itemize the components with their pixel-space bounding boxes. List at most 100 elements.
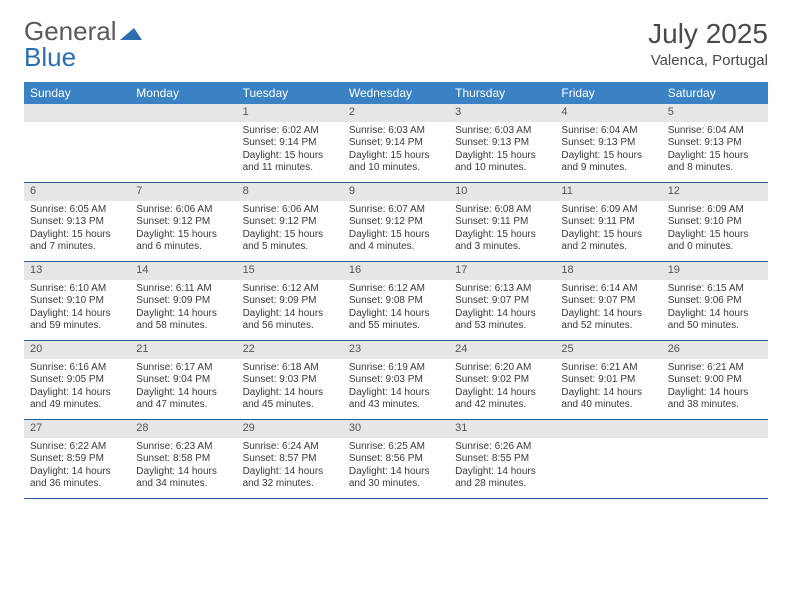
day-line: and 10 minutes. (349, 162, 443, 175)
day-cell: 17Sunrise: 6:13 AMSunset: 9:07 PMDayligh… (449, 262, 555, 340)
day-line: Sunset: 9:07 PM (455, 295, 549, 308)
day-line: Sunrise: 6:03 AM (455, 125, 549, 138)
day-line: and 3 minutes. (455, 241, 549, 254)
day-line: Sunset: 9:09 PM (136, 295, 230, 308)
day-line: Daylight: 15 hours (561, 229, 655, 242)
day-line: and 59 minutes. (30, 320, 124, 333)
day-number: 16 (343, 262, 449, 280)
day-body: Sunrise: 6:19 AMSunset: 9:03 PMDaylight:… (343, 359, 449, 416)
day-line: Daylight: 15 hours (349, 150, 443, 163)
day-cell: 28Sunrise: 6:23 AMSunset: 8:58 PMDayligh… (130, 420, 236, 498)
day-body: Sunrise: 6:22 AMSunset: 8:59 PMDaylight:… (24, 438, 130, 495)
day-line: and 9 minutes. (561, 162, 655, 175)
day-header-monday: Monday (130, 82, 236, 104)
day-line: Daylight: 15 hours (136, 229, 230, 242)
day-line: Sunset: 8:58 PM (136, 453, 230, 466)
day-number: 29 (237, 420, 343, 438)
day-line: and 53 minutes. (455, 320, 549, 333)
day-line: Sunset: 9:13 PM (30, 216, 124, 229)
day-line: Daylight: 14 hours (30, 387, 124, 400)
day-line: Sunrise: 6:24 AM (243, 441, 337, 454)
day-line: and 40 minutes. (561, 399, 655, 412)
day-cell: 7Sunrise: 6:06 AMSunset: 9:12 PMDaylight… (130, 183, 236, 261)
day-line: Sunset: 9:00 PM (668, 374, 762, 387)
day-line: Sunrise: 6:23 AM (136, 441, 230, 454)
day-body: Sunrise: 6:06 AMSunset: 9:12 PMDaylight:… (237, 201, 343, 258)
day-body (130, 122, 236, 129)
day-body: Sunrise: 6:24 AMSunset: 8:57 PMDaylight:… (237, 438, 343, 495)
day-line: Sunrise: 6:18 AM (243, 362, 337, 375)
day-body: Sunrise: 6:03 AMSunset: 9:14 PMDaylight:… (343, 122, 449, 179)
day-line: Daylight: 15 hours (668, 229, 762, 242)
day-cell: 8Sunrise: 6:06 AMSunset: 9:12 PMDaylight… (237, 183, 343, 261)
day-line: Daylight: 14 hours (136, 308, 230, 321)
day-line: Sunrise: 6:04 AM (561, 125, 655, 138)
day-body: Sunrise: 6:09 AMSunset: 9:10 PMDaylight:… (662, 201, 768, 258)
day-line: Sunrise: 6:16 AM (30, 362, 124, 375)
day-line: Sunrise: 6:17 AM (136, 362, 230, 375)
day-cell: 21Sunrise: 6:17 AMSunset: 9:04 PMDayligh… (130, 341, 236, 419)
day-line: Daylight: 14 hours (455, 387, 549, 400)
day-number (662, 420, 768, 438)
day-cell: 24Sunrise: 6:20 AMSunset: 9:02 PMDayligh… (449, 341, 555, 419)
day-line: Sunset: 9:04 PM (136, 374, 230, 387)
day-cell: 12Sunrise: 6:09 AMSunset: 9:10 PMDayligh… (662, 183, 768, 261)
day-cell: 20Sunrise: 6:16 AMSunset: 9:05 PMDayligh… (24, 341, 130, 419)
day-cell: 27Sunrise: 6:22 AMSunset: 8:59 PMDayligh… (24, 420, 130, 498)
day-body: Sunrise: 6:10 AMSunset: 9:10 PMDaylight:… (24, 280, 130, 337)
day-line: and 4 minutes. (349, 241, 443, 254)
day-line: Daylight: 14 hours (349, 308, 443, 321)
day-line: Sunset: 9:14 PM (243, 137, 337, 150)
day-number: 6 (24, 183, 130, 201)
day-cell (555, 420, 661, 498)
day-cell: 30Sunrise: 6:25 AMSunset: 8:56 PMDayligh… (343, 420, 449, 498)
day-line: Daylight: 14 hours (136, 466, 230, 479)
day-line: and 30 minutes. (349, 478, 443, 491)
day-line: and 43 minutes. (349, 399, 443, 412)
day-line: and 32 minutes. (243, 478, 337, 491)
day-line: Sunrise: 6:20 AM (455, 362, 549, 375)
day-line: Sunrise: 6:12 AM (349, 283, 443, 296)
day-cell: 13Sunrise: 6:10 AMSunset: 9:10 PMDayligh… (24, 262, 130, 340)
day-line: and 56 minutes. (243, 320, 337, 333)
day-line: Sunset: 9:09 PM (243, 295, 337, 308)
day-line: Sunrise: 6:19 AM (349, 362, 443, 375)
day-line: Daylight: 15 hours (455, 150, 549, 163)
day-number: 30 (343, 420, 449, 438)
day-line: Sunset: 9:12 PM (243, 216, 337, 229)
day-line: Sunrise: 6:04 AM (668, 125, 762, 138)
day-body: Sunrise: 6:21 AMSunset: 9:00 PMDaylight:… (662, 359, 768, 416)
day-number: 22 (237, 341, 343, 359)
calendar: SundayMondayTuesdayWednesdayThursdayFrid… (24, 82, 768, 499)
day-line: Sunset: 9:11 PM (561, 216, 655, 229)
day-line: Sunset: 9:11 PM (455, 216, 549, 229)
day-line: Daylight: 14 hours (243, 466, 337, 479)
day-line: Daylight: 15 hours (243, 229, 337, 242)
day-line: Sunset: 8:57 PM (243, 453, 337, 466)
day-number: 9 (343, 183, 449, 201)
day-line: Daylight: 15 hours (561, 150, 655, 163)
day-line: Sunrise: 6:06 AM (243, 204, 337, 217)
day-line: Sunrise: 6:02 AM (243, 125, 337, 138)
day-body (662, 438, 768, 445)
week-row: 13Sunrise: 6:10 AMSunset: 9:10 PMDayligh… (24, 262, 768, 341)
day-line: and 47 minutes. (136, 399, 230, 412)
day-number: 24 (449, 341, 555, 359)
day-line: Sunset: 9:06 PM (668, 295, 762, 308)
day-line: Daylight: 15 hours (243, 150, 337, 163)
day-line: Daylight: 14 hours (455, 466, 549, 479)
day-number: 27 (24, 420, 130, 438)
day-line: Sunrise: 6:14 AM (561, 283, 655, 296)
day-line: Daylight: 14 hours (30, 308, 124, 321)
day-line: and 8 minutes. (668, 162, 762, 175)
day-number: 23 (343, 341, 449, 359)
day-number: 31 (449, 420, 555, 438)
day-line: Sunrise: 6:07 AM (349, 204, 443, 217)
day-body: Sunrise: 6:18 AMSunset: 9:03 PMDaylight:… (237, 359, 343, 416)
day-line: Daylight: 14 hours (243, 387, 337, 400)
day-line: and 11 minutes. (243, 162, 337, 175)
day-number: 18 (555, 262, 661, 280)
day-number (24, 104, 130, 122)
day-line: Sunset: 9:03 PM (349, 374, 443, 387)
day-cell: 18Sunrise: 6:14 AMSunset: 9:07 PMDayligh… (555, 262, 661, 340)
